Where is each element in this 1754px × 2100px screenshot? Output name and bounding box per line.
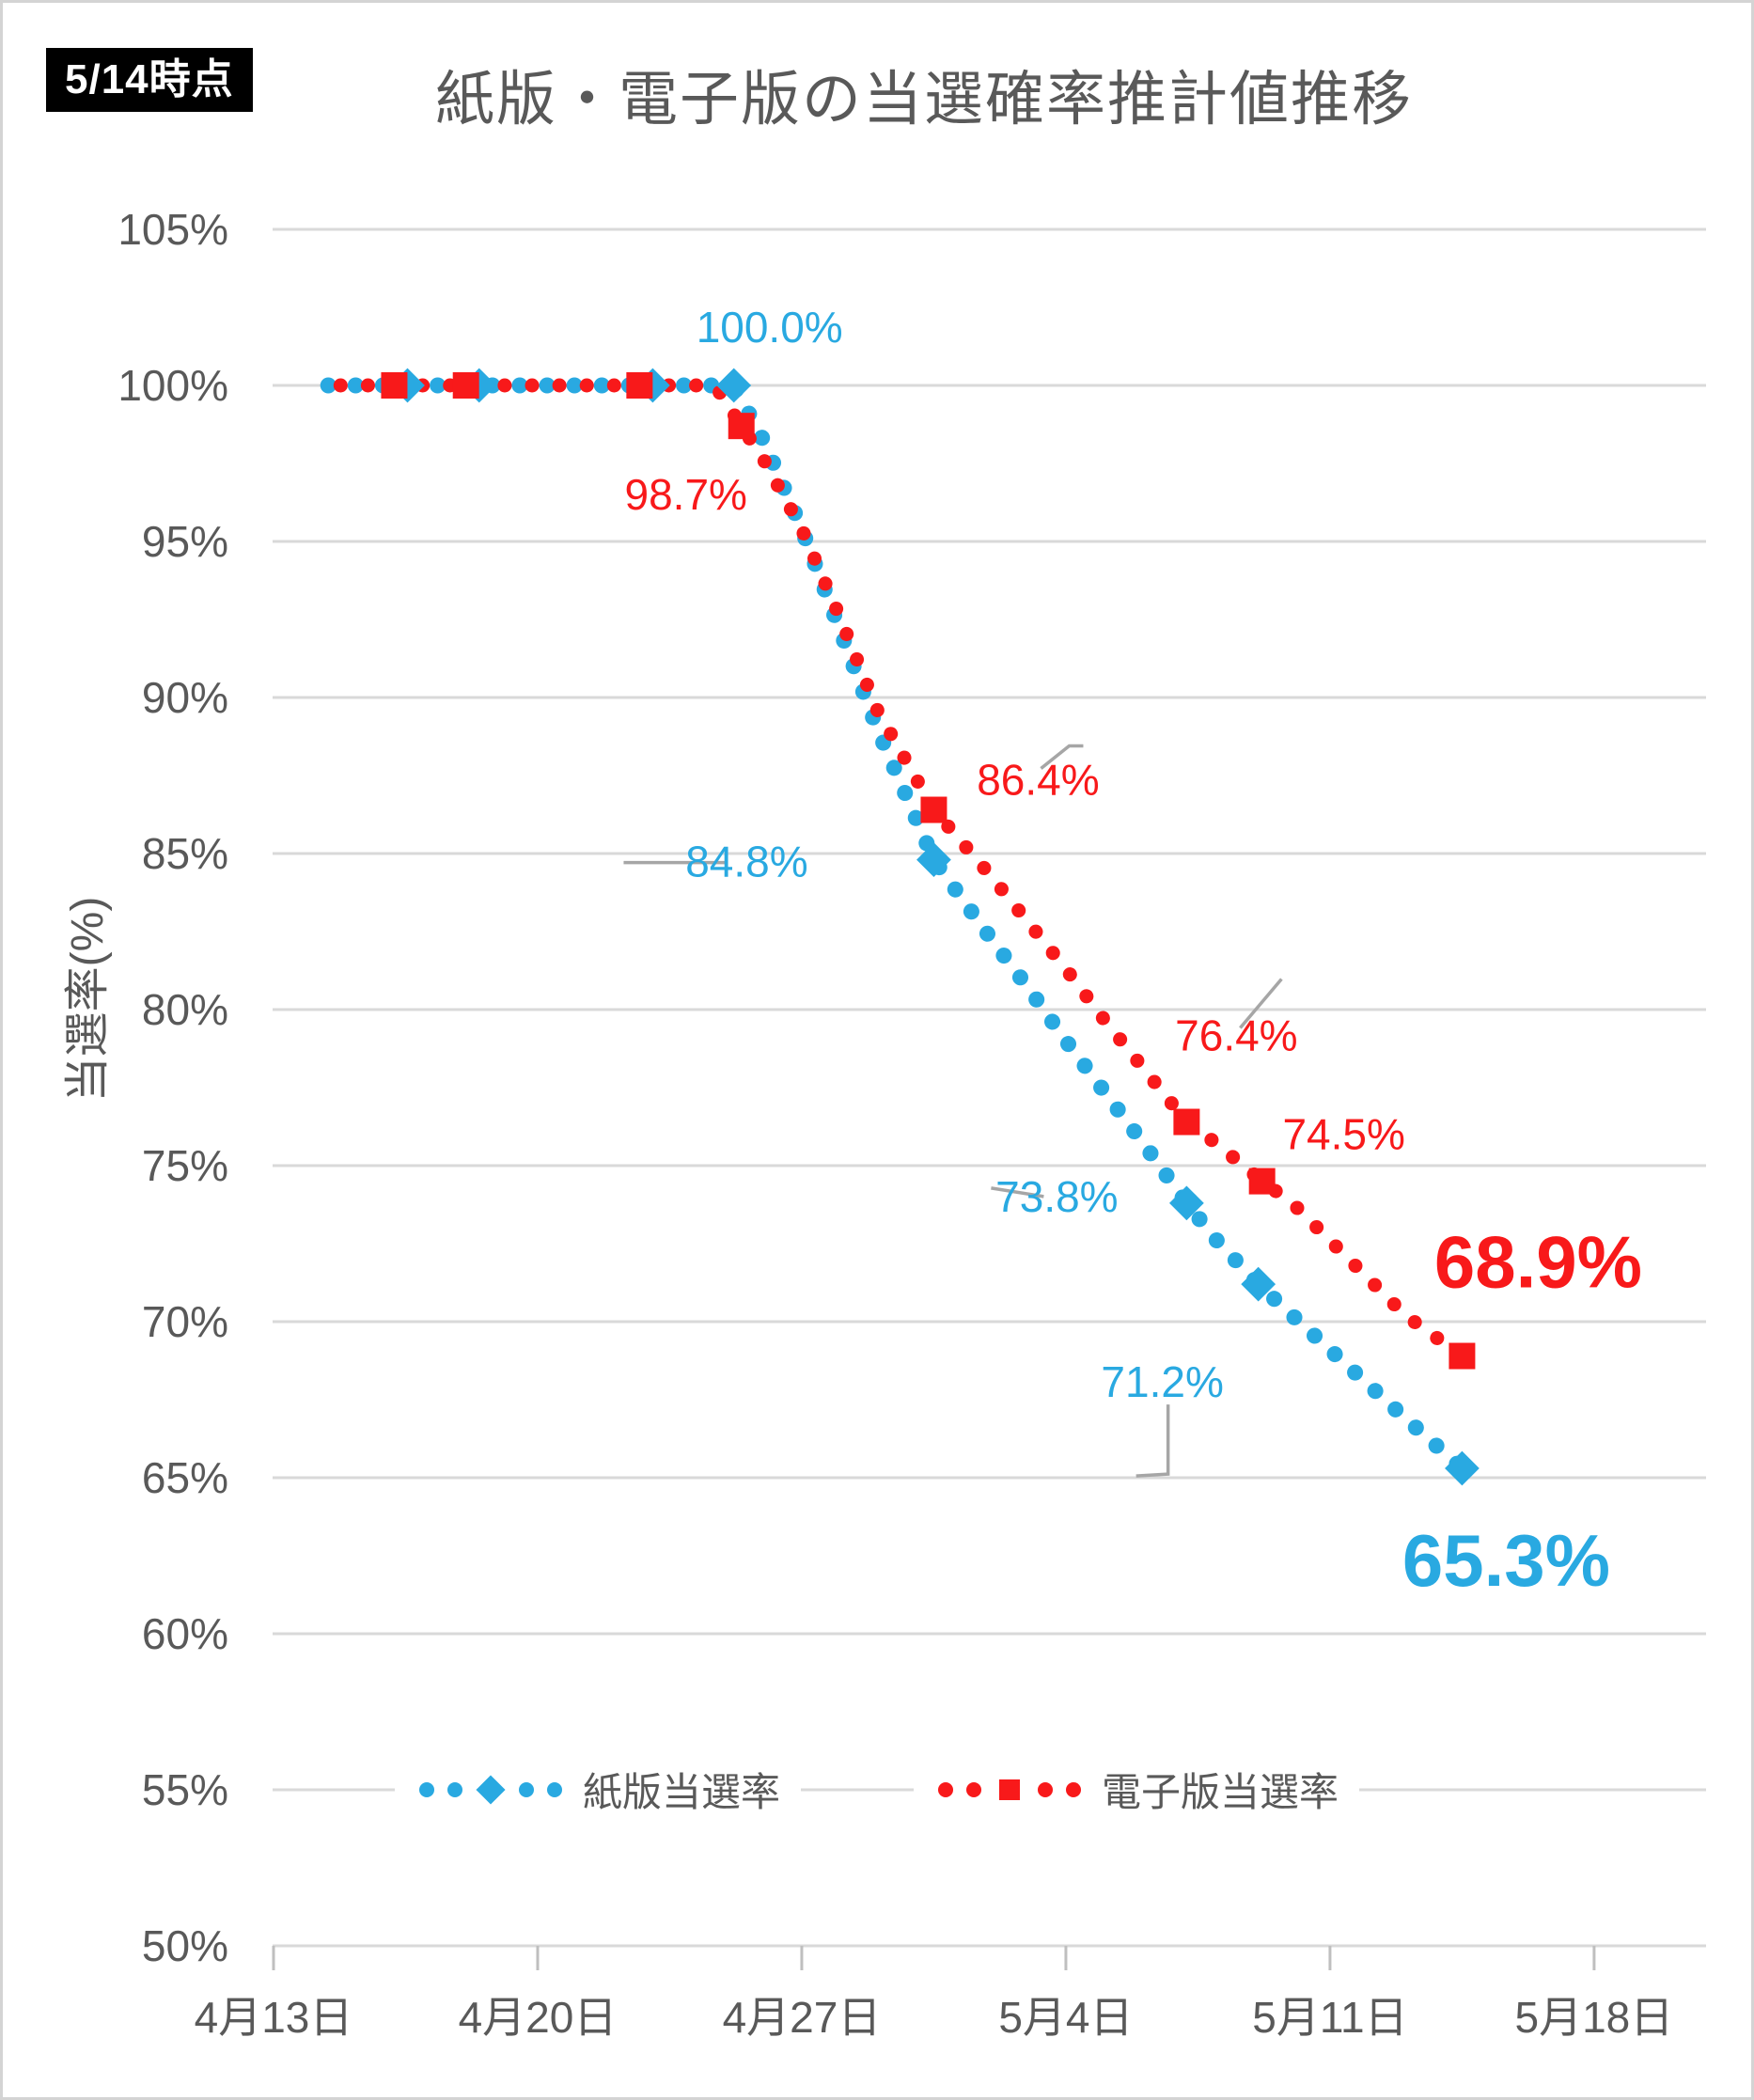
paper-marker-diamond	[716, 368, 752, 403]
paper-marker-diamond	[1241, 1266, 1276, 1302]
y-tick-label: 100%	[117, 361, 228, 410]
paper-marker-diamond	[916, 842, 951, 878]
y-tick-label: 55%	[142, 1765, 228, 1814]
digital-series-line	[319, 378, 1469, 1364]
label-leader-line	[1239, 978, 1283, 1029]
y-tick-label: 65%	[142, 1453, 228, 1502]
paper-series-line	[320, 377, 1470, 1477]
y-tick-label: 105%	[117, 205, 228, 254]
data-point-label: 74.5%	[1282, 1110, 1404, 1159]
data-point-label: 65.3%	[1402, 1519, 1610, 1602]
chart-title: 紙版・電子版の当選確率推計値推移	[435, 67, 1413, 133]
y-tick-label: 70%	[142, 1297, 228, 1346]
legend-item-digital: 電子版当選率	[914, 1747, 1360, 1831]
digital-marker-square	[920, 796, 947, 823]
x-tick-label: 4月20日	[459, 1993, 618, 2042]
digital-marker-square	[381, 372, 408, 399]
y-tick-label: 90%	[142, 673, 228, 722]
label-leader-line	[991, 1186, 1044, 1199]
y-tick-label: 80%	[142, 985, 228, 1034]
legend-label-paper: 紙版当選率	[582, 1770, 780, 1814]
digital-marker-square	[626, 372, 653, 399]
plot-area: 105% 100% 95% 90% 85% 80% 75% 70% 65% 60% 55% 50% 4月…	[117, 205, 1706, 2042]
data-point-label: 98.7%	[625, 470, 747, 519]
x-tick-label: 5月4日	[998, 1993, 1133, 2042]
legend-item-paper: 紙版当選率	[394, 1747, 801, 1831]
y-tick-label: 95%	[142, 517, 228, 566]
data-point-label: 86.4%	[977, 756, 1099, 805]
data-point-label: 71.2%	[1101, 1357, 1223, 1406]
data-point-label: 73.8%	[995, 1172, 1118, 1221]
digital-series-sample-icon	[938, 1779, 1081, 1800]
legend-label-digital: 電子版当選率	[1102, 1770, 1339, 1814]
y-tick-label: 75%	[142, 1141, 228, 1190]
label-leader-line	[1040, 744, 1084, 770]
data-point-label: 84.8%	[685, 838, 807, 886]
x-tick-label: 5月11日	[1252, 1993, 1407, 2042]
as-of-date-badge: 5/14時点	[46, 48, 253, 113]
y-tick-label: 60%	[142, 1609, 228, 1658]
y-tick-label: 50%	[142, 1921, 228, 1970]
digital-marker-square	[452, 372, 479, 399]
x-tick-label: 5月18日	[1515, 1993, 1674, 2042]
digital-marker-square	[1173, 1108, 1200, 1136]
y-tick-label: 85%	[142, 829, 228, 878]
x-tick-label: 4月13日	[195, 1993, 353, 2042]
digital-marker-square	[1248, 1168, 1276, 1195]
data-point-label: 68.9%	[1434, 1221, 1642, 1304]
paper-marker-diamond	[1169, 1185, 1204, 1221]
label-leader-line	[1135, 1404, 1170, 1478]
paper-marker-diamond	[1445, 1450, 1480, 1486]
legend: 紙版当選率 電子版当選率	[3, 1747, 1751, 1831]
data-point-label: 76.4%	[1175, 1011, 1297, 1060]
digital-marker-square	[1449, 1342, 1476, 1370]
digital-marker-square	[728, 413, 755, 440]
paper-series-sample-icon	[418, 1774, 562, 1805]
data-point-label: 100.0%	[697, 303, 843, 352]
x-tick-label: 4月27日	[723, 1993, 882, 2042]
